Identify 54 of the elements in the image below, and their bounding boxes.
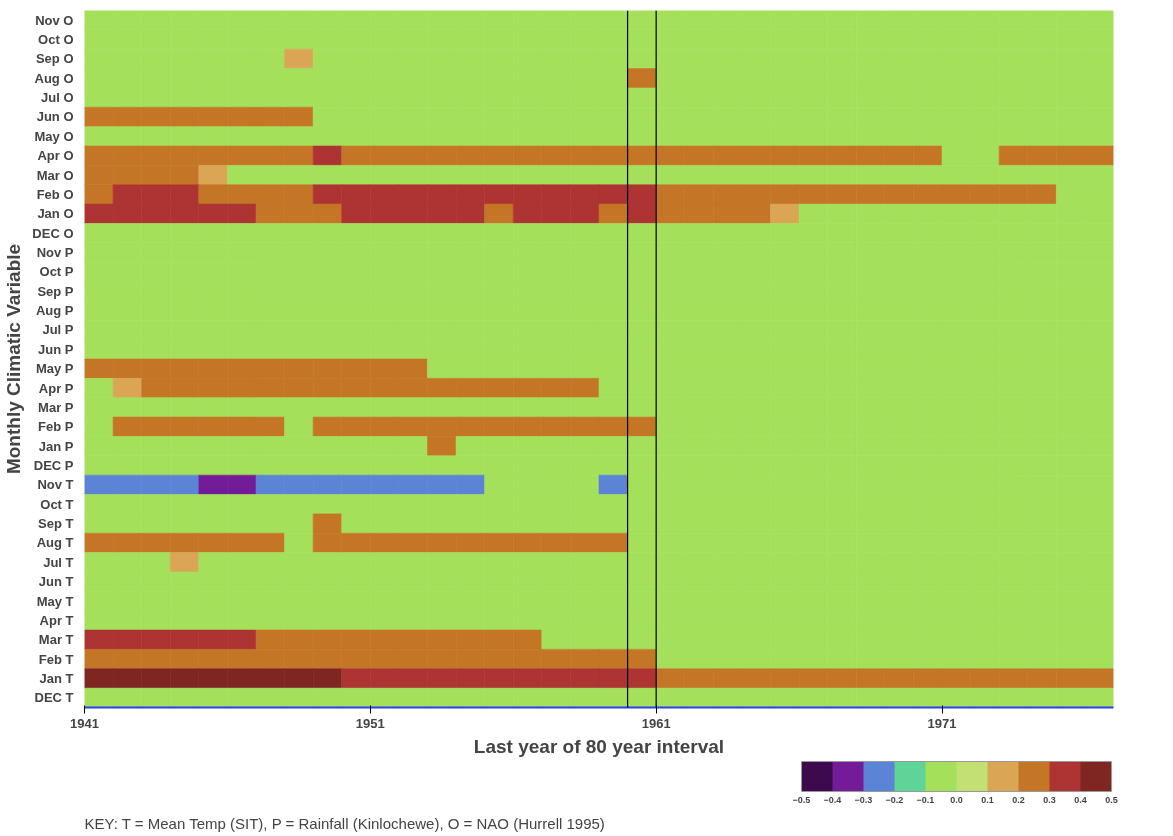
y-tick-label: Feb O: [36, 186, 74, 202]
y-tick-label: Nov T: [37, 477, 74, 493]
color-bar-label: 0.2: [1012, 794, 1025, 805]
y-tick-label: Apr O: [37, 148, 74, 164]
y-tick-label: Oct T: [40, 496, 74, 512]
color-bar-label: −0.5: [792, 794, 811, 805]
y-tick-label: Mar P: [38, 399, 74, 415]
color-bar-label: −0.1: [916, 794, 935, 805]
y-tick-label: Jun P: [38, 341, 74, 357]
y-tick-label: Jul O: [40, 90, 74, 106]
y-tick-label: Aug T: [36, 535, 74, 551]
y-tick-label: Feb T: [38, 651, 74, 667]
y-tick-label: Mar T: [38, 632, 74, 648]
y-tick-label: DEC P: [33, 457, 74, 473]
x-tick-label: 1971: [927, 715, 957, 731]
y-tick-label: Jan O: [37, 206, 74, 222]
y-tick-label: Jun O: [36, 109, 74, 125]
y-tick-label: Oct O: [38, 32, 74, 48]
text: KEY: T = Mean Temp (SIT), P = Rainfall (Kinlochewe), O = NAO (Hurrell 1995): [84, 814, 605, 832]
color-bar-label: 0.0: [950, 794, 963, 805]
y-tick-label: Jan P: [38, 438, 74, 454]
y-axis-title: Monthly Climatic Variable: [3, 243, 25, 475]
y-tick-label: May P: [35, 361, 74, 377]
x-axis-title: Last year of 80 year interval: [473, 735, 725, 757]
y-tick-label: Apr P: [38, 380, 74, 396]
color-bar-label: 0.5: [1105, 794, 1118, 805]
x-tick-label: 1951: [355, 715, 385, 731]
y-tick-label: DEC T: [34, 690, 74, 706]
y-tick-label: Jan T: [39, 670, 74, 686]
y-tick-label: Sep P: [37, 283, 74, 299]
y-tick-label: Feb P: [38, 419, 74, 435]
x-tick-label: 1961: [641, 715, 671, 731]
y-tick-label: DEC O: [32, 225, 74, 241]
y-tick-label: Aug P: [35, 303, 74, 319]
y-tick-label: Sep T: [38, 516, 74, 532]
y-tick-label: May T: [36, 593, 74, 609]
y-tick-label: Oct P: [39, 264, 74, 280]
color-bar-label: 0.1: [981, 794, 994, 805]
color-bar-label: 0.4: [1074, 794, 1087, 805]
y-tick-label: Sep O: [35, 51, 74, 67]
y-tick-label: Mar O: [36, 167, 74, 183]
y-tick-label: Nov P: [36, 245, 74, 261]
y-tick-label: Jul P: [42, 322, 74, 338]
y-tick-label: Nov O: [35, 12, 74, 28]
y-tick-label: Aug O: [34, 70, 74, 86]
x-tick-label: 1941: [70, 715, 99, 731]
y-tick-label: Jun T: [38, 574, 74, 590]
color-bar-label: −0.4: [823, 794, 842, 805]
y-tick-label: Apr T: [39, 612, 74, 628]
color-bar-label: −0.3: [854, 794, 873, 805]
color-bar-label: −0.2: [885, 794, 904, 805]
y-tick-label: Jul T: [43, 554, 74, 570]
y-tick-label: May O: [34, 128, 74, 144]
color-bar-label: 0.3: [1043, 794, 1056, 805]
